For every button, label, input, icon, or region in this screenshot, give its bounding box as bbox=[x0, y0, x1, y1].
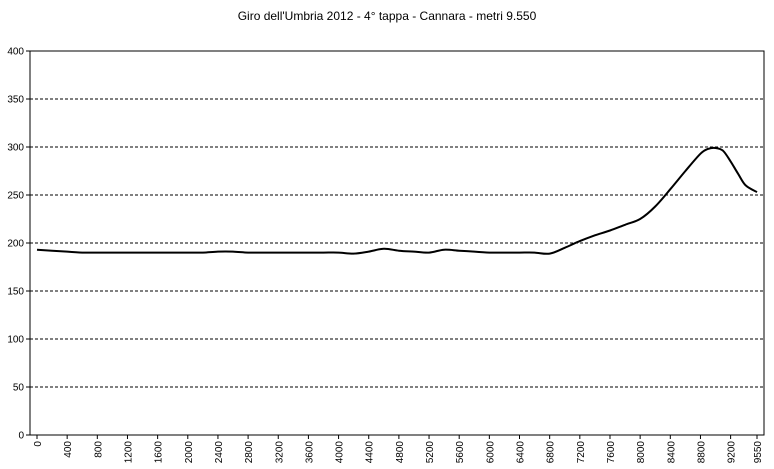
y-tick-label: 0 bbox=[18, 431, 24, 442]
x-tick-label: 8400 bbox=[666, 441, 677, 464]
x-tick-label: 7600 bbox=[606, 441, 617, 464]
x-tick-label: 2800 bbox=[244, 441, 255, 464]
y-tick-label: 150 bbox=[7, 287, 24, 298]
x-tick-label: 800 bbox=[93, 441, 104, 458]
y-tick-label: 100 bbox=[7, 335, 24, 346]
y-tick-label: 350 bbox=[7, 95, 24, 106]
x-tick-label: 6000 bbox=[485, 441, 496, 464]
x-axis-ticks: 0 400 800 1200 1600 2000 2400 2800 3200 3600 4000 4… bbox=[33, 435, 764, 463]
x-tick-label: 1200 bbox=[123, 441, 134, 464]
x-tick-label: 4000 bbox=[335, 441, 346, 464]
y-tick-label: 50 bbox=[13, 383, 25, 394]
y-tick-label: 200 bbox=[7, 239, 24, 250]
x-tick-label: 7200 bbox=[576, 441, 587, 464]
y-tick-label: 400 bbox=[7, 47, 24, 58]
x-tick-label: 5200 bbox=[425, 441, 436, 464]
x-tick-label: 400 bbox=[63, 441, 74, 458]
x-tick-label: 0 bbox=[33, 441, 44, 447]
x-tick-label: 2400 bbox=[214, 441, 225, 464]
x-tick-label: 9200 bbox=[727, 441, 738, 464]
chart-title: Giro dell'Umbria 2012 - 4° tappa - Canna… bbox=[237, 9, 537, 23]
x-tick-label: 8000 bbox=[636, 441, 647, 464]
x-tick-label: 6800 bbox=[546, 441, 557, 464]
x-tick-label: 9550 bbox=[753, 441, 764, 464]
x-tick-label: 4800 bbox=[395, 441, 406, 464]
y-tick-label: 300 bbox=[7, 143, 24, 154]
x-tick-label: 5600 bbox=[455, 441, 466, 464]
x-tick-label: 6400 bbox=[516, 441, 527, 464]
x-tick-label: 3600 bbox=[304, 441, 315, 464]
y-axis-ticks: 0 50 100 150 200 250 300 350 400 bbox=[7, 47, 30, 442]
x-tick-label: 4400 bbox=[365, 441, 376, 464]
y-tick-label: 250 bbox=[7, 191, 24, 202]
grid bbox=[30, 98, 764, 388]
x-tick-label: 2000 bbox=[184, 441, 195, 464]
x-tick-label: 3200 bbox=[274, 441, 285, 464]
x-tick-label: 8800 bbox=[696, 441, 707, 464]
elevation-line bbox=[36, 146, 758, 255]
x-tick-label: 1600 bbox=[154, 441, 165, 464]
